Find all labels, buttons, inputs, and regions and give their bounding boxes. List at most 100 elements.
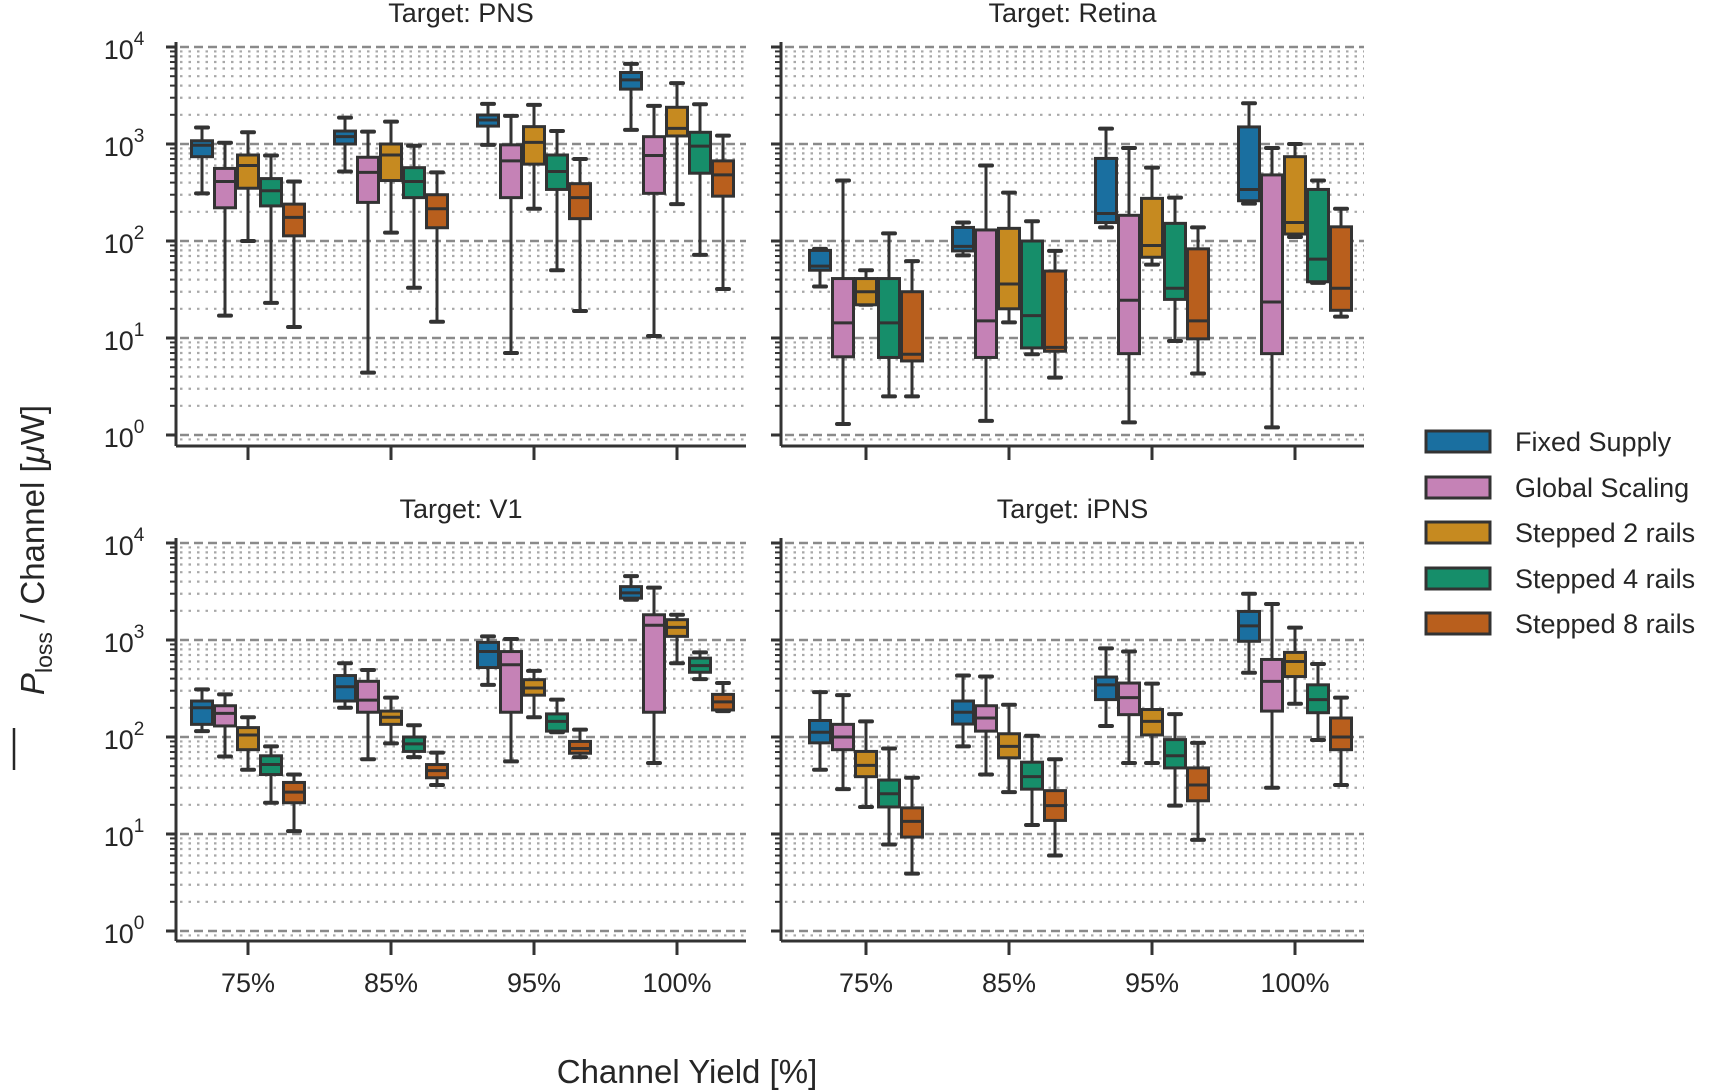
legend-label: Stepped 4 rails: [1515, 564, 1695, 594]
box-stepped-4-rails: [259, 153, 283, 305]
box-stepped-8-rails: [425, 750, 449, 788]
box-iqr: [568, 182, 592, 221]
box-stepped-2-rails: [1140, 165, 1164, 267]
box-stepped-2-rails: [379, 695, 403, 746]
legend-swatch: [1424, 475, 1492, 500]
legend-label: Stepped 2 rails: [1515, 518, 1695, 548]
panel-title: Target: PNS: [388, 0, 534, 28]
box-fixed-supply: [476, 634, 500, 687]
legend-item: Global Scaling: [1424, 473, 1689, 503]
box-iqr: [997, 226, 1021, 311]
box-stepped-2-rails: [997, 702, 1021, 795]
panel-target-pns: 100 101 102 103 104 Target: PNS: [104, 0, 746, 460]
box-iqr: [379, 142, 403, 183]
box-stepped-2-rails: [1283, 142, 1307, 239]
box-stepped-4-rails: [1163, 195, 1187, 344]
box-iqr: [190, 139, 214, 159]
panel-target-ipns: Target: iPNS 75% 85% 95% 100%: [771, 494, 1364, 998]
box-iqr: [1306, 187, 1330, 284]
box-iqr: [236, 153, 260, 190]
box-iqr: [688, 130, 712, 175]
panel-target-v1: 100 101 102 103 104 Target: V1 75% 85% 95% 100%: [104, 494, 746, 998]
box-iqr: [333, 674, 357, 703]
box-global-scaling: [1260, 145, 1284, 430]
box-stepped-4-rails: [688, 650, 712, 682]
box-iqr: [1329, 225, 1353, 312]
box-iqr: [1237, 125, 1261, 203]
box-fixed-supply: [476, 101, 500, 147]
box-iqr: [1260, 173, 1284, 356]
y-tick-label: 104: [104, 29, 145, 65]
y-label-symbol: P: [14, 673, 51, 695]
box-global-scaling: [642, 103, 666, 338]
x-axis-label: Channel Yield [%]: [557, 1053, 818, 1090]
legend-label: Global Scaling: [1515, 473, 1689, 503]
box-iqr: [522, 125, 546, 166]
box-iqr: [1260, 657, 1284, 713]
y-tick-label: 100: [104, 913, 145, 949]
panel-target-retina: Target: Retina: [771, 0, 1364, 460]
box-stepped-8-rails: [568, 157, 592, 313]
box-fixed-supply: [619, 61, 643, 132]
box-fixed-supply: [1094, 646, 1118, 728]
legend-item: Stepped 2 rails: [1424, 518, 1695, 548]
box-fixed-supply: [1237, 591, 1261, 675]
box-stepped-2-rails: [997, 190, 1021, 325]
x-tick-label: 95%: [507, 968, 561, 998]
box-global-scaling: [1260, 602, 1284, 790]
y-tick-label: 101: [104, 816, 145, 852]
box-stepped-2-rails: [1283, 625, 1307, 706]
box-fixed-supply: [951, 220, 975, 258]
box-iqr: [213, 704, 237, 728]
box-iqr: [425, 193, 449, 230]
box-stepped-2-rails: [1140, 681, 1164, 765]
box-iqr: [1163, 738, 1187, 770]
legend-item: Fixed Supply: [1424, 427, 1672, 457]
box-iqr: [877, 277, 901, 359]
box-global-scaling: [213, 692, 237, 759]
panel-title: Target: Retina: [988, 0, 1157, 28]
box-stepped-8-rails: [1329, 695, 1353, 788]
box-iqr: [665, 105, 689, 138]
legend-item: Stepped 8 rails: [1424, 609, 1695, 639]
legend-swatch: [1424, 611, 1492, 636]
box-iqr: [476, 640, 500, 670]
box-iqr: [236, 726, 260, 752]
box-stepped-4-rails: [402, 143, 426, 290]
box-stepped-4-rails: [545, 129, 569, 273]
box-stepped-4-rails: [1020, 733, 1044, 827]
box-global-scaling: [499, 113, 523, 356]
box-stepped-4-rails: [402, 723, 426, 760]
box-iqr: [1140, 196, 1164, 259]
legend-item: Stepped 4 rails: [1424, 564, 1695, 594]
box-stepped-2-rails: [379, 119, 403, 235]
box-stepped-8-rails: [711, 681, 735, 714]
box-fixed-supply: [951, 673, 975, 749]
box-iqr: [1186, 247, 1210, 341]
box-iqr: [642, 613, 666, 714]
box-stepped-4-rails: [259, 744, 283, 805]
box-fixed-supply: [1237, 101, 1261, 206]
box-global-scaling: [831, 693, 855, 792]
box-iqr: [1043, 269, 1067, 353]
box-stepped-2-rails: [522, 668, 546, 720]
y-tick-label: 102: [104, 223, 145, 259]
box-stepped-8-rails: [900, 775, 924, 876]
y-label-text: Ploss / Channel [μW]: [14, 405, 57, 695]
x-tick-label: 75%: [221, 968, 275, 998]
box-fixed-supply: [808, 246, 832, 289]
box-iqr: [900, 290, 924, 363]
box-stepped-8-rails: [1186, 225, 1210, 376]
legend-swatch: [1424, 566, 1492, 591]
box-stepped-4-rails: [877, 746, 901, 847]
box-iqr: [213, 166, 237, 210]
box-global-scaling: [642, 585, 666, 765]
box-stepped-4-rails: [1163, 712, 1187, 808]
panel-title: Target: iPNS: [997, 494, 1149, 524]
box-stepped-4-rails: [1306, 178, 1330, 285]
box-global-scaling: [213, 140, 237, 318]
box-stepped-2-rails: [854, 719, 878, 809]
x-tick-label: 95%: [1125, 968, 1179, 998]
